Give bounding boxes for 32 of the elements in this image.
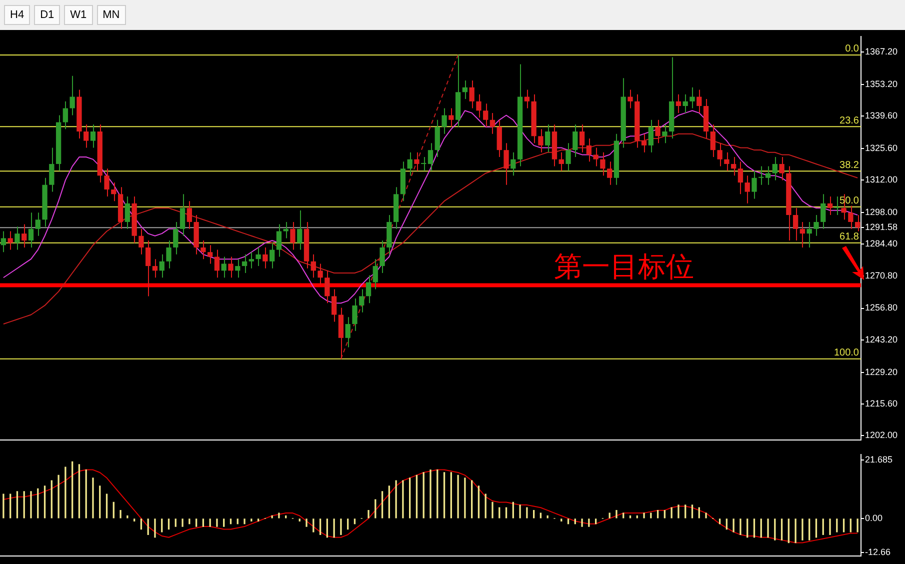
y-tick-label: 21.685 xyxy=(865,454,893,464)
y-tick-label: 1339.60 xyxy=(865,110,898,121)
y-tick-label: 1291.58 xyxy=(865,222,898,232)
candlestick xyxy=(8,230,13,250)
candlestick xyxy=(593,147,598,167)
y-tick-label: 1243.20 xyxy=(865,334,898,344)
y-tick-label: 1270.80 xyxy=(865,270,898,280)
ref-line-label: 第一目标位 xyxy=(554,251,694,282)
candlestick xyxy=(690,86,695,109)
text: MN xyxy=(96,5,126,25)
y-tick-label: 1215.60 xyxy=(865,398,898,408)
y-tick-label: 1367.20 xyxy=(865,46,898,57)
y-tick-label: 1325.60 xyxy=(865,143,898,154)
annotation: 0.0 xyxy=(845,44,860,55)
annotation: 100.0 xyxy=(834,348,860,359)
candlestick xyxy=(70,75,75,116)
y-tick-label: 1202.00 xyxy=(865,430,898,440)
candlestick xyxy=(628,89,633,109)
text: H4 xyxy=(4,5,30,25)
annotation: 61.8 xyxy=(840,232,860,243)
y-tick-label: 1353.20 xyxy=(865,79,898,90)
y-tick-label: 1256.80 xyxy=(865,302,898,313)
annotation: 38.2 xyxy=(840,160,860,171)
annotation: 23.6 xyxy=(840,115,860,126)
y-tick-label: -12.66 xyxy=(865,547,891,558)
y-tick-label: 0.00 xyxy=(865,512,883,523)
y-tick-label: 1312.00 xyxy=(865,174,898,185)
text: W1 xyxy=(64,5,93,25)
text: D1 xyxy=(34,5,60,25)
y-tick-label: 1229.20 xyxy=(865,366,898,377)
y-tick-label: 1284.40 xyxy=(865,238,898,249)
y-tick-label: 1298.00 xyxy=(865,207,898,218)
